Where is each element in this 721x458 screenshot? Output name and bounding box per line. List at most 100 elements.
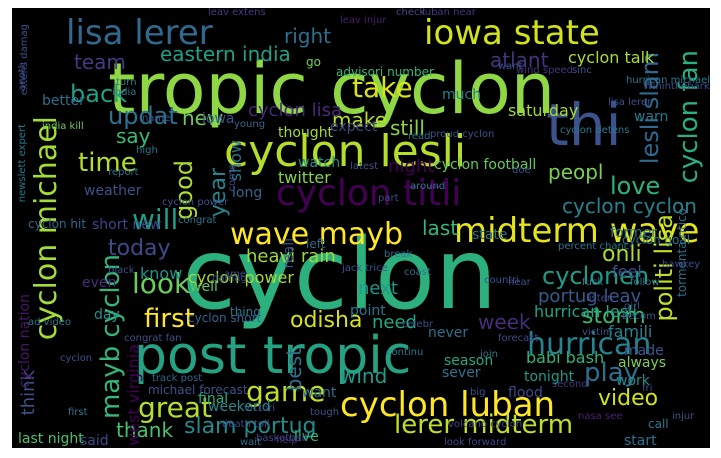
- word-basketball: basketball: [256, 433, 308, 444]
- word-cyclon-short: cyclon short: [188, 311, 262, 325]
- word-heavi-rain: heavi rain: [246, 246, 336, 267]
- word-weekend: weekend: [208, 399, 271, 415]
- word-part: part: [378, 193, 399, 204]
- word-turn: turn: [116, 77, 137, 88]
- word-volcano-cyclon: volcano cyclon: [448, 419, 523, 430]
- word-good: good: [170, 160, 198, 220]
- word-live: live: [294, 429, 319, 445]
- word-cyclon: cyclon: [60, 353, 93, 364]
- word-report: report: [108, 167, 139, 178]
- word-great: great: [138, 391, 213, 424]
- word-hurrican-lesli: hurrican lesli: [534, 302, 637, 321]
- word-look: look: [132, 267, 191, 300]
- word-read: read: [408, 131, 431, 142]
- word-babi-bash: babi bash: [526, 348, 605, 367]
- word-better: better: [42, 93, 85, 109]
- word-still: still: [390, 116, 425, 140]
- word-coast: coast: [404, 267, 431, 278]
- word-thing: thing: [230, 305, 261, 319]
- word-much: much: [442, 87, 482, 103]
- word-injur: injur: [672, 411, 695, 422]
- word-wind-speed: wind speed: [516, 65, 574, 76]
- word-tropic-cyclon: tropic cyclon: [108, 48, 556, 130]
- word-track-post: track post: [152, 373, 203, 384]
- word-fri: fri: [642, 383, 653, 394]
- word-black: black: [108, 265, 135, 276]
- word-young: young: [234, 119, 266, 130]
- word-final: final: [198, 391, 229, 407]
- word-take: take: [352, 71, 413, 104]
- word-make: make: [332, 108, 387, 132]
- word-odisha: odisha: [290, 308, 363, 333]
- word-say: say: [116, 124, 151, 148]
- word-need: need: [372, 312, 417, 333]
- word-jack-trice: jack trice: [342, 263, 388, 274]
- word-cyclon-titli: cyclon titli: [276, 173, 462, 214]
- word-slam-portug: slam portug: [184, 414, 317, 439]
- word-time: time: [78, 148, 137, 178]
- word-lisa-lerer: lisa lerer: [66, 13, 213, 53]
- word-nasa-see: nasa see: [578, 411, 623, 422]
- word-help: help: [276, 435, 298, 446]
- word-cloud: cyclon tropic cyclon post tropic cyclon les…: [12, 8, 710, 448]
- word-cyclon-goal: cyclon goal: [622, 233, 691, 247]
- word-cyclon-power: cyclon power: [188, 268, 294, 287]
- word-first: first: [68, 407, 88, 418]
- word-atlant: atlant: [490, 48, 549, 72]
- word-continu: continu: [386, 347, 424, 358]
- word-love: love: [610, 172, 661, 200]
- word-break: break: [384, 249, 413, 260]
- word-midterm-wave: midterm wave: [454, 211, 700, 251]
- word-hurrican: hurrican: [527, 327, 652, 362]
- word-doe: doe: [512, 165, 531, 176]
- word-cyclon-detens: cyclon detens: [560, 125, 630, 136]
- word-second: second: [552, 379, 588, 390]
- word-congrat: congrat: [178, 215, 217, 226]
- word-wave-mayb: wave mayb: [230, 217, 404, 252]
- word-last: last: [422, 216, 459, 240]
- word-look-forward: look forward: [444, 437, 507, 448]
- word-tonight: tonight: [524, 369, 575, 385]
- word-advisori-number: advisori number: [336, 65, 434, 79]
- word-left: left: [306, 237, 326, 251]
- word-big: big: [470, 387, 486, 398]
- word-leav-injur: leav injur: [340, 15, 387, 26]
- word-best: best: [282, 348, 306, 392]
- word-team: team: [74, 50, 126, 74]
- word-girl: girl: [624, 301, 641, 312]
- word-tormenta-ntico: tormenta ntico: [675, 208, 689, 297]
- word-celebr: celebr: [402, 319, 434, 330]
- word-reali: reali: [281, 238, 297, 269]
- word-countri: countri: [484, 275, 520, 286]
- word-former: former: [610, 225, 658, 241]
- word-tough: tough: [310, 407, 340, 418]
- word-iowa: iowa: [202, 111, 235, 127]
- word-game: game: [246, 375, 326, 408]
- word-lerer-midterm: lerer midterm: [394, 410, 574, 440]
- word-feel: feel: [612, 262, 642, 281]
- word-post-tropic: post tropic: [134, 326, 412, 386]
- word-saturday: saturday: [508, 101, 579, 120]
- word-eastern-india: eastern india: [160, 42, 291, 66]
- word-peopl: peopl: [548, 160, 604, 184]
- word-cyclon-fan: cyclon fan: [674, 50, 704, 184]
- word-come: come: [227, 164, 238, 192]
- word-video: video: [598, 386, 659, 411]
- word-ame: ame: [224, 269, 247, 280]
- word-ad-video: ad video: [28, 317, 71, 328]
- word-newslett-expert: newslett expert: [17, 124, 28, 203]
- word-new: new: [182, 106, 224, 130]
- word-night: night: [388, 156, 435, 177]
- word-expect: expect: [330, 119, 378, 135]
- word-lisa-lerer: lisa lerer: [608, 97, 652, 108]
- word-start: start: [624, 433, 657, 448]
- word-cyclon-football: cyclon football: [434, 157, 537, 173]
- word-congrat-fan: congrat fan: [124, 333, 182, 344]
- word-cyclon-talk: cyclon talk: [568, 48, 655, 67]
- word-join: join: [480, 349, 499, 360]
- word-last-night: last night: [18, 431, 84, 447]
- word-follow: follow: [630, 277, 660, 288]
- word-wininthebark: Wininthebark: [643, 81, 710, 92]
- word-today: today: [108, 236, 171, 261]
- word-cyclonen: cyclonen: [542, 262, 650, 290]
